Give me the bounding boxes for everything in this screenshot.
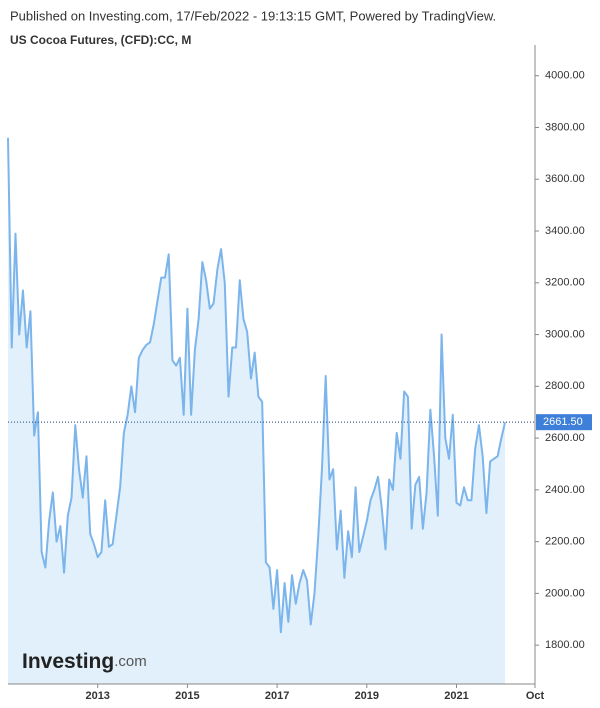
x-tick-label: 2013	[85, 690, 109, 702]
y-tick-label: 3200.00	[545, 277, 585, 289]
y-tick-label: 1800.00	[545, 639, 585, 651]
x-tick-label: 2019	[355, 690, 379, 702]
x-tick-label: Oct	[526, 690, 545, 702]
last-price-box	[536, 414, 592, 431]
logo-name: Investing	[22, 650, 114, 673]
area-fill	[8, 137, 506, 684]
y-tick-label: 2600.00	[545, 432, 585, 444]
y-tick-label: 3800.00	[545, 121, 585, 133]
y-tick-label: 2200.00	[545, 536, 585, 548]
y-tick-label: 2000.00	[545, 587, 585, 599]
y-tick-label: 3600.00	[545, 173, 585, 185]
x-tick-label: 2017	[265, 690, 289, 702]
y-tick-label: 3400.00	[545, 225, 585, 237]
price-line	[7, 137, 507, 634]
chart-title: US Cocoa Futures, (CFD):CC, M	[10, 33, 191, 47]
x-tick-label: 2015	[175, 690, 199, 702]
header: Published on Investing.com, 17/Feb/2022 …	[10, 8, 496, 23]
y-tick-label: 3000.00	[545, 328, 585, 340]
y-tick-label: 2800.00	[545, 380, 585, 392]
logo: Investing.com	[22, 650, 147, 673]
y-tick-label: 2400.00	[545, 484, 585, 496]
last-price-label: 2661.50	[543, 416, 583, 428]
x-tick-label: 2021	[444, 690, 468, 702]
logo-suffix: .com	[114, 653, 147, 670]
y-tick-label: 4000.00	[545, 70, 585, 82]
